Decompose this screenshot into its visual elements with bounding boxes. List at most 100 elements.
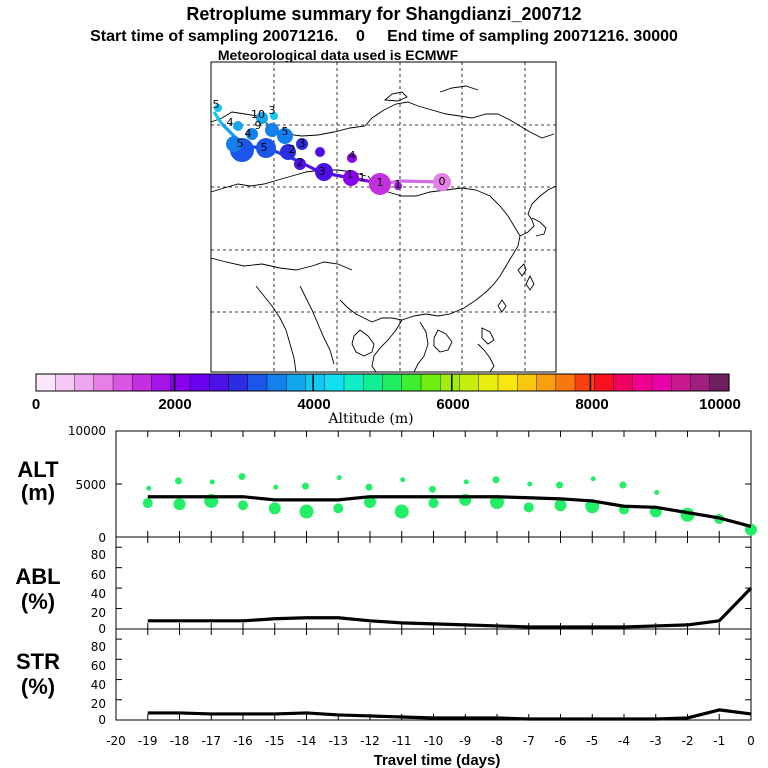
alt-cluster-dot: [523, 502, 534, 513]
y-tick-label: 40: [91, 678, 106, 692]
colorbar-frame: [35, 373, 730, 392]
alt-cluster-dot: [490, 495, 504, 510]
alt-cluster-dot: [429, 485, 436, 493]
x-tick-label: -16: [233, 734, 253, 748]
plume-cluster-label: 2: [289, 143, 296, 156]
plume-cluster-label: 1: [347, 168, 354, 181]
y-tick-label: 0: [98, 531, 106, 545]
colorbar-tick-label: 4000: [297, 396, 330, 413]
alt-panel-label: ALT: [17, 457, 59, 482]
colorbar-tick-label: 2000: [158, 396, 191, 413]
plume-cluster-blob: [265, 123, 279, 137]
plume-cluster-blob: [315, 163, 333, 181]
x-tick-label: -2: [682, 734, 694, 748]
y-tick-label: 80: [91, 548, 106, 562]
sampling-time-subtitle: Start time of sampling 20071216. 0 End t…: [90, 28, 678, 45]
colorbar-tick-label: 6000: [436, 396, 469, 413]
plume-cluster-label: 4: [245, 127, 252, 140]
colorbar-swatch: [305, 373, 326, 392]
colorbar-swatch: [112, 373, 133, 392]
alt-cluster-dot: [333, 503, 344, 514]
plume-cluster-blob: [277, 128, 293, 144]
colorbar-swatch: [228, 373, 249, 392]
alt-cluster-dot: [238, 500, 248, 511]
y-tick-label: 80: [91, 640, 106, 654]
x-tick-label: -14: [297, 734, 317, 748]
x-tick-label: -5: [586, 734, 598, 748]
colorbar-swatch: [343, 373, 364, 392]
colorbar-swatch: [35, 373, 56, 392]
colorbar-swatch: [324, 373, 345, 392]
abl-panel: [115, 536, 753, 630]
colorbar-swatch: [690, 373, 711, 392]
y-tick-label: 20: [91, 697, 106, 711]
str-panel-unit: (%): [21, 674, 55, 699]
plume-cluster-label: 3: [319, 165, 326, 178]
colorbar-swatch: [401, 373, 422, 392]
colorbar-swatch: [709, 373, 730, 392]
alt-cluster-dot: [619, 481, 627, 489]
x-axis-title: Travel time (days): [374, 752, 501, 768]
colorbar-swatch: [189, 373, 210, 392]
plume-cluster-blob: [280, 144, 296, 160]
abl-fraction-line: [147, 586, 753, 629]
abl-panel-frame: [115, 536, 752, 630]
alt-cluster-dot: [209, 479, 215, 485]
colorbar-swatch: [55, 373, 76, 392]
abl-panel-label: ABL: [15, 564, 60, 589]
alt-cluster-dot: [238, 473, 246, 481]
alt-mean-line: [147, 495, 752, 528]
plume-cluster-blob: [394, 182, 402, 190]
x-tick-label: -10: [424, 734, 444, 748]
x-tick-label: -8: [491, 734, 503, 748]
alt-cluster-dot: [173, 498, 186, 511]
colorbar-swatch: [574, 373, 595, 392]
alt-cluster-dot: [463, 479, 469, 485]
colorbar-swatch: [266, 373, 287, 392]
alt-cluster-dot: [299, 504, 314, 519]
chart-title: Retroplume summary for Shangdianzi_20071…: [186, 4, 581, 24]
str-panel-frame: [115, 628, 752, 721]
plume-cluster-blob: [246, 128, 258, 140]
x-tick-label: -12: [360, 734, 380, 748]
alt-cluster-dot: [336, 475, 342, 481]
plume-cluster-label: 3: [269, 104, 276, 117]
colorbar-title: Altitude (m): [327, 411, 413, 427]
plume-cluster-label: 1: [395, 178, 402, 191]
plume-cluster-blob: [233, 121, 243, 131]
plume-cluster-blob: [433, 173, 451, 191]
x-tick-label: -18: [170, 734, 190, 748]
map-frame: [210, 61, 557, 373]
colorbar-swatch: [382, 373, 403, 392]
colorbar-swatch: [671, 373, 692, 392]
x-tick-label: -3: [650, 734, 662, 748]
colorbar-swatch: [536, 373, 557, 392]
colorbar-swatch: [247, 373, 268, 392]
met-data-subtitle: Meteorological data used is ECMWF: [218, 47, 459, 63]
plume-cluster-blob: [214, 104, 222, 112]
plume-cluster-label: 0: [439, 175, 446, 188]
colorbar-swatch: [632, 373, 653, 392]
colorbar-swatch: [440, 373, 461, 392]
alt-cluster-dot: [400, 477, 406, 483]
colorbar-swatch: [170, 373, 191, 392]
plume-cluster-label: 1: [359, 171, 366, 184]
plume-cluster-label: 4: [227, 116, 234, 129]
colorbar-swatch: [209, 373, 230, 392]
plume-cluster-blob: [256, 138, 276, 158]
plume-cluster-label: 10: [251, 108, 265, 121]
alt-cluster-dot: [146, 485, 152, 491]
x-tick-label: -9: [459, 734, 471, 748]
plume-cluster-blob: [343, 170, 359, 186]
colorbar-swatch: [651, 373, 672, 392]
colorbar-tick-label: 10000: [699, 396, 741, 413]
colorbar-tick-label: 0: [32, 396, 40, 413]
alt-panel-unit: (m): [21, 480, 55, 505]
y-tick-label: 0: [98, 713, 106, 727]
abl-y-tick-labels: 80 60 40 20 0: [91, 548, 106, 636]
colorbar-swatch: [594, 373, 615, 392]
alt-cluster-dot: [364, 496, 376, 509]
plume-cluster-label: 5: [237, 137, 244, 150]
y-tick-label: 0: [98, 622, 106, 636]
